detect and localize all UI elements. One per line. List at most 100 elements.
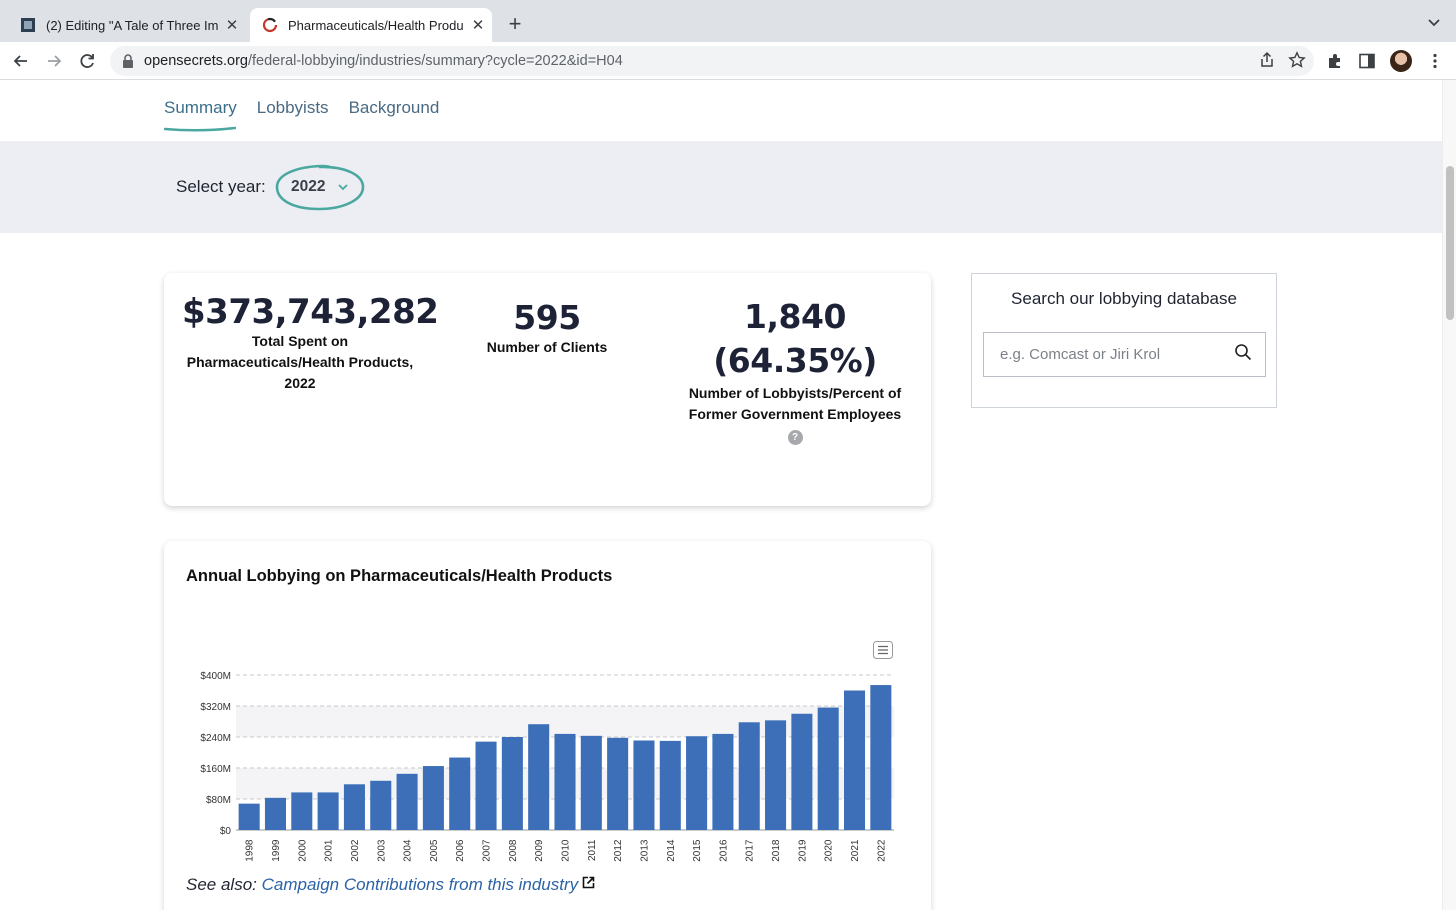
bar-2010	[554, 733, 576, 830]
search-icon[interactable]	[1234, 343, 1252, 361]
bar-2004	[396, 773, 418, 830]
total-spent-stat: $373,743,282 Total Spent on Pharmaceutic…	[182, 292, 439, 394]
close-tab-icon[interactable]: ✕	[225, 17, 239, 34]
bar-2014	[659, 740, 681, 830]
bar-2006	[449, 757, 471, 830]
x-tick-label: 1998	[245, 839, 256, 862]
x-tick-label: 2012	[613, 839, 624, 862]
profile-avatar[interactable]	[1390, 50, 1412, 72]
x-tick-label: 2014	[666, 839, 677, 862]
bar-2002	[343, 784, 365, 830]
chart-menu-icon[interactable]	[873, 641, 893, 659]
bar-2016	[712, 733, 734, 830]
opensecrets-favicon-icon	[262, 17, 278, 33]
lobbyists-percent: (64.35%)	[713, 341, 877, 380]
browser-tab-pharmaceuticals[interactable]: Pharmaceuticals/Health Produ ✕	[250, 8, 492, 42]
bookmark-star-icon[interactable]	[1288, 51, 1306, 69]
tab-summary-label: Summary	[164, 98, 237, 117]
external-link-icon[interactable]	[582, 876, 595, 889]
bar-2009	[528, 724, 550, 830]
tab-summary[interactable]: Summary	[164, 98, 237, 132]
y-tick-label: $400M	[200, 671, 231, 682]
x-tick-label: 2016	[718, 839, 729, 862]
browser-tab-editing[interactable]: (2) Editing "A Tale of Three Ima ✕	[8, 8, 246, 42]
bar-2022	[870, 685, 892, 830]
lobbying-search-panel: Search our lobbying database	[971, 273, 1277, 408]
y-tick-label: $240M	[200, 733, 231, 744]
year-circle-highlight	[275, 164, 365, 211]
see-also-line: See also: Campaign Contributions from th…	[186, 875, 595, 895]
x-tick-label: 2019	[797, 839, 808, 862]
x-tick-label: 2017	[745, 839, 756, 862]
campaign-contributions-link[interactable]: Campaign Contributions from this industr…	[261, 875, 579, 894]
new-tab-icon[interactable]: +	[508, 11, 522, 36]
bar-1999	[264, 797, 287, 830]
bar-1998	[238, 803, 260, 830]
bar-2001	[317, 792, 339, 830]
bar-2003	[370, 780, 392, 830]
x-tick-label: 2010	[561, 839, 572, 862]
page-content: Summary Lobbyists Background Select year…	[0, 80, 1442, 910]
url-path: /federal-lobbying/industries/summary?cyc…	[247, 53, 623, 69]
x-tick-label: 2021	[850, 839, 861, 862]
bar-2021	[843, 690, 866, 830]
select-year-label: Select year:	[176, 177, 266, 196]
bar-2005	[422, 766, 444, 830]
forward-arrow-icon[interactable]	[43, 50, 65, 72]
url-host: opensecrets.org	[144, 53, 248, 69]
side-panel-icon[interactable]	[1358, 52, 1376, 70]
x-tick-label: 2005	[429, 839, 440, 862]
x-tick-label: 2001	[324, 839, 335, 862]
x-tick-label: 2009	[534, 839, 545, 862]
selected-year: 2022	[291, 178, 326, 195]
x-tick-label: 2004	[403, 839, 414, 862]
see-also-prefix: See also:	[186, 875, 257, 894]
x-tick-label: 2008	[508, 839, 519, 862]
tab-title: (2) Editing "A Tale of Three Ima	[46, 17, 218, 33]
y-tick-label: $160M	[200, 764, 231, 775]
page-scrollbar[interactable]	[1442, 80, 1456, 910]
tab-background[interactable]: Background	[348, 98, 440, 117]
bar-2015	[686, 736, 708, 830]
tab-lobbyists[interactable]: Lobbyists	[256, 98, 329, 117]
lobbyists-caption: Number of Lobbyists/Percent of Former Go…	[688, 385, 902, 422]
x-tick-label: 2006	[455, 839, 466, 862]
more-vertical-icon[interactable]	[1426, 52, 1444, 70]
share-icon[interactable]	[1258, 51, 1276, 69]
bar-2000	[291, 792, 313, 830]
tab-search-chevron-icon[interactable]	[1426, 14, 1442, 30]
chart-title: Annual Lobbying on Pharmaceuticals/Healt…	[186, 567, 613, 585]
address-bar[interactable]: opensecrets.org/federal-lobbying/industr…	[110, 46, 1314, 76]
lobbying-search-input[interactable]	[983, 332, 1266, 377]
browser-tab-bar: (2) Editing "A Tale of Three Ima ✕ Pharm…	[0, 0, 1456, 42]
x-tick-label: 2003	[376, 839, 387, 862]
total-spent-value: $373,743,282	[182, 292, 439, 332]
active-tab-underline	[164, 126, 236, 132]
bar-2012	[607, 737, 629, 830]
x-tick-label: 2000	[297, 839, 308, 862]
year-select-band: Select year: 2022	[0, 141, 1442, 233]
y-tick-label: $0	[220, 826, 232, 837]
lobbyists-value: 1,840	[744, 297, 846, 336]
x-tick-label: 2022	[876, 839, 887, 862]
y-tick-label: $320M	[200, 702, 231, 713]
bar-chart: $0 $80M $160M $240M $320M $400M 1998 1999 2000 20…	[200, 671, 894, 862]
year-select-dropdown[interactable]: 2022	[275, 163, 365, 211]
clients-caption: Number of Clients	[486, 339, 608, 355]
bar-2011	[580, 735, 602, 830]
extensions-puzzle-icon[interactable]	[1326, 52, 1344, 70]
close-tab-icon[interactable]: ✕	[471, 17, 485, 34]
x-tick-label: 2013	[639, 839, 650, 862]
x-tick-label: 2007	[482, 839, 493, 862]
chevron-down-icon	[338, 184, 348, 191]
bar-2019	[791, 713, 813, 830]
bar-2017	[738, 722, 760, 830]
scrollbar-thumb[interactable]	[1446, 166, 1454, 320]
x-tick-label: 2015	[692, 839, 703, 862]
back-arrow-icon[interactable]	[10, 50, 32, 72]
help-question-icon[interactable]: ?	[787, 430, 803, 445]
bar-2020	[817, 707, 839, 830]
reload-icon[interactable]	[76, 50, 98, 72]
y-tick-label: $80M	[206, 795, 231, 806]
tab-title: Pharmaceuticals/Health Produ	[288, 17, 464, 33]
